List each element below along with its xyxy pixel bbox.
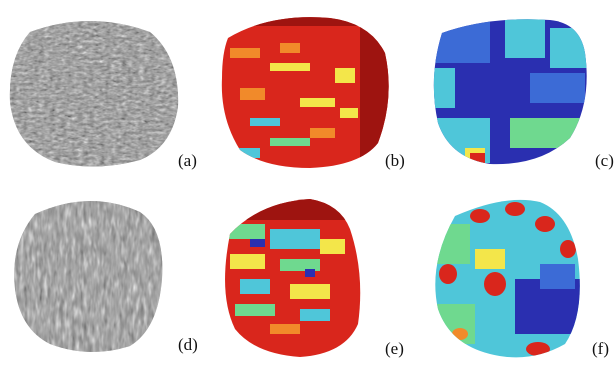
panel-f: (f) [420,194,614,374]
panel-label: (f) [592,339,609,358]
panel-a-image [9,21,179,167]
panel-d: (d) [0,194,200,374]
panel-e-image [225,199,361,357]
panel-d-image [14,200,163,353]
panel-label: (c) [595,151,614,170]
panel-label: (e) [385,339,404,358]
panel-label: (a) [178,151,197,170]
panel-f-image [435,199,580,358]
panel-e: (e) [210,194,410,374]
panel-b-image [221,17,389,168]
panel-c-image [433,19,587,165]
panel-label: (d) [178,335,198,354]
panel-c: (c) [420,8,614,188]
panel-a: (a) [0,12,200,192]
panel-label: (b) [385,151,405,170]
panel-b: (b) [210,8,410,188]
